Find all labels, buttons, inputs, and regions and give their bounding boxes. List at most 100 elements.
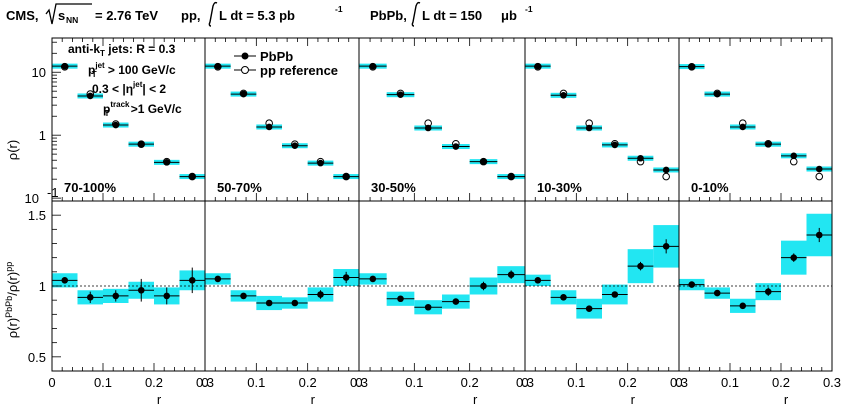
pbpb-point bbox=[815, 165, 823, 173]
ratio-point bbox=[611, 291, 619, 298]
x-tick-label: 0.2 bbox=[619, 375, 637, 390]
pbpb-point bbox=[480, 158, 487, 165]
header-pbpb-lumi: L dt = 150 bbox=[422, 8, 482, 23]
pbpb-point bbox=[369, 62, 377, 70]
pbpb-point bbox=[397, 91, 404, 98]
svg-text:0.3 < |ηjet| < 2: 0.3 < |ηjet| < 2 bbox=[92, 80, 166, 96]
ratio-point bbox=[480, 282, 487, 290]
pbpb-point bbox=[790, 152, 798, 160]
ratio-point bbox=[240, 292, 247, 300]
x-axis-label: r bbox=[784, 392, 789, 407]
ratio-point bbox=[137, 286, 145, 294]
ratio-point bbox=[790, 254, 798, 261]
top-panel-frame bbox=[524, 37, 680, 202]
pbpb-point bbox=[342, 173, 350, 180]
ratio-point bbox=[585, 305, 593, 312]
pp-point bbox=[662, 172, 670, 181]
x-tick-label: 0.3 bbox=[196, 375, 214, 390]
legend-pbpb-marker bbox=[241, 52, 249, 60]
pbpb-point bbox=[291, 142, 299, 150]
pp-point bbox=[815, 172, 824, 181]
pbpb-point bbox=[637, 154, 644, 162]
ratio-point bbox=[214, 275, 222, 283]
pbpb-point bbox=[240, 90, 247, 98]
top-y-tick-exp: -1 bbox=[47, 185, 59, 200]
pbpb-point bbox=[688, 63, 696, 70]
pbpb-point bbox=[585, 124, 593, 132]
x-axis-label: r bbox=[473, 392, 478, 407]
ratio-point bbox=[739, 302, 747, 310]
x-axis-label: r bbox=[311, 392, 316, 407]
header-pp-lumi-exp: -1 bbox=[335, 4, 343, 14]
x-tick-label: 0.3 bbox=[670, 375, 688, 390]
x-tick-label: 0 bbox=[521, 375, 528, 390]
x-tick-label: 0 bbox=[675, 375, 682, 390]
pbpb-point bbox=[61, 62, 69, 70]
top-panel-frame bbox=[678, 37, 833, 202]
ratio-point bbox=[560, 294, 567, 301]
pbpb-point bbox=[317, 159, 324, 167]
jet-selection-annotation: anti-kT jets: R = 0.3 pjet T > 100 GeV/c … bbox=[68, 42, 182, 118]
pbpb-point bbox=[560, 92, 567, 99]
centrality-label: 50-70% bbox=[217, 180, 262, 195]
pbpb-point bbox=[452, 143, 460, 150]
x-tick-label: 0 bbox=[355, 375, 362, 390]
pbpb-point bbox=[265, 123, 273, 131]
x-tick-label: 0 bbox=[48, 375, 55, 390]
x-tick-label: 0.2 bbox=[145, 375, 163, 390]
legend: PbPb pp reference bbox=[234, 49, 338, 78]
bottom-y-tick-label: 1 bbox=[39, 279, 46, 294]
ratio-point bbox=[397, 295, 404, 303]
header-pbpb-lumi-unit: μb bbox=[501, 8, 517, 23]
x-tick-label: 0.3 bbox=[516, 375, 534, 390]
pbpb-point bbox=[188, 173, 196, 180]
ratio-point bbox=[291, 299, 299, 307]
ratio-point bbox=[452, 298, 460, 305]
x-tick-label: 0.1 bbox=[721, 375, 739, 390]
ratio-point bbox=[688, 281, 696, 288]
ratio-point bbox=[662, 243, 670, 250]
header-experiment: CMS, bbox=[6, 8, 39, 23]
integral-icon bbox=[208, 1, 218, 27]
header-pbpb-lumi-exp: -1 bbox=[525, 4, 533, 14]
pbpb-point bbox=[713, 90, 721, 98]
centrality-label: 70-100% bbox=[64, 180, 116, 195]
pbpb-point bbox=[739, 123, 747, 131]
header-pp: pp, bbox=[181, 8, 201, 23]
x-tick-label: 0.2 bbox=[772, 375, 790, 390]
pbpb-point bbox=[534, 62, 542, 70]
bottom-y-tick-label: 1.5 bbox=[28, 208, 46, 223]
integral-icon-2 bbox=[411, 1, 421, 27]
bottom-panel-frame bbox=[678, 200, 833, 372]
pbpb-point bbox=[764, 140, 772, 148]
ratio-point bbox=[369, 275, 377, 283]
pbpb-point bbox=[424, 124, 432, 132]
centrality-label: 0-10% bbox=[691, 180, 729, 195]
x-tick-label: 0.3 bbox=[823, 375, 841, 390]
ratio-point bbox=[86, 294, 94, 301]
x-tick-label: 0.1 bbox=[405, 375, 423, 390]
x-axis-label: r bbox=[157, 392, 162, 407]
legend-pbpb-label: PbPb bbox=[260, 49, 293, 64]
ratio-point bbox=[265, 299, 273, 307]
pbpb-point bbox=[214, 62, 222, 70]
x-tick-label: 0.3 bbox=[350, 375, 368, 390]
legend-pp-marker bbox=[241, 66, 249, 74]
pbpb-point bbox=[611, 141, 619, 149]
pbpb-point bbox=[507, 173, 515, 180]
ratio-point bbox=[163, 292, 171, 300]
top-y-axis-label: ρ(r) bbox=[5, 140, 20, 160]
ratio-point bbox=[815, 231, 823, 239]
header-pbpb: PbPb, bbox=[370, 8, 407, 23]
x-axis-label: r bbox=[631, 392, 636, 407]
panel-frames bbox=[51, 37, 833, 372]
bottom-y-tick-label: 0.5 bbox=[28, 350, 46, 365]
ratio-point bbox=[112, 292, 120, 300]
pp-point bbox=[789, 157, 798, 166]
svg-text:s: s bbox=[58, 8, 65, 23]
bottom-y-axis-label: ρ(r)PbPb/ρ(r)pp bbox=[4, 262, 20, 338]
ratio-point bbox=[424, 303, 432, 311]
